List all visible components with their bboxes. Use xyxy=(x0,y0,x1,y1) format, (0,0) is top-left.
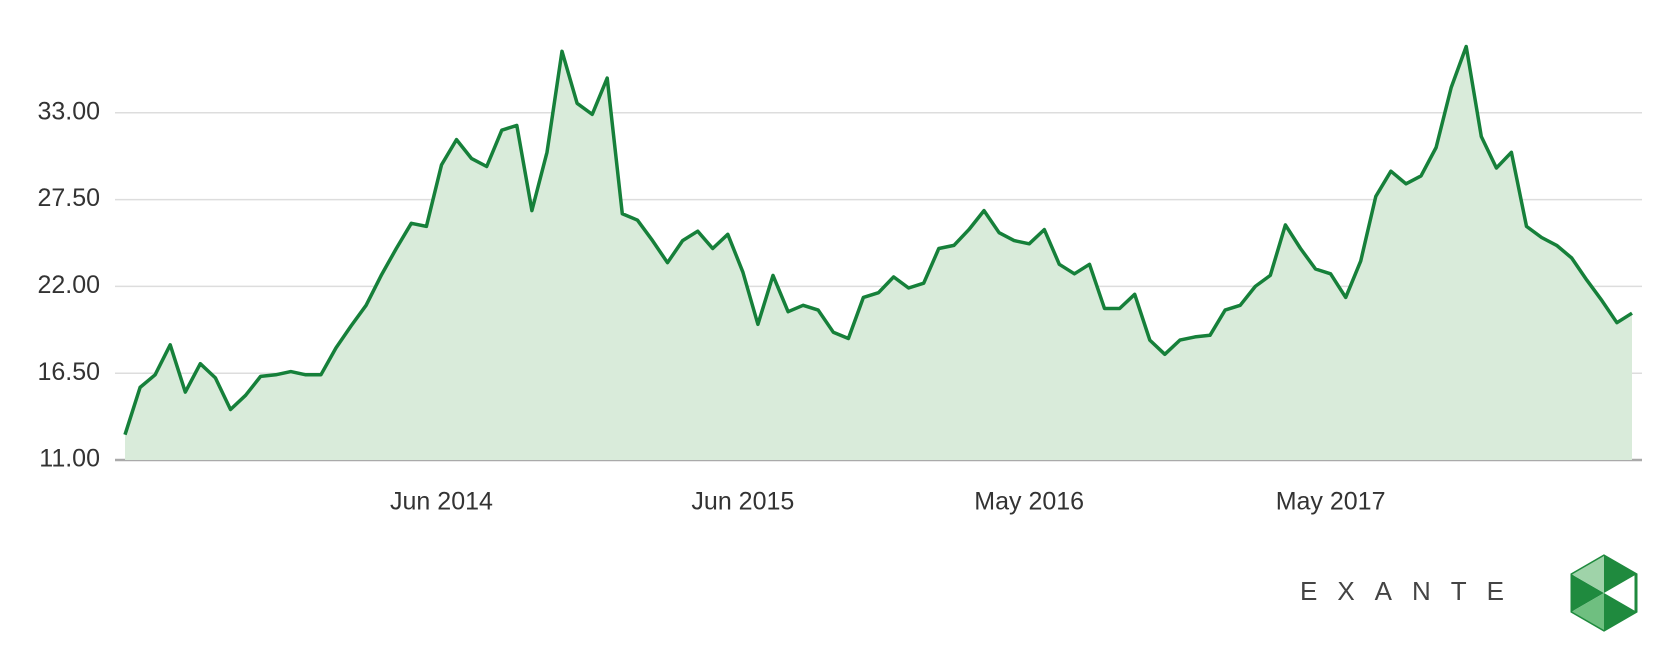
y-tick-label: 11.00 xyxy=(39,445,100,473)
brand-name: EXANTE xyxy=(1300,576,1524,606)
y-tick-label: 33.00 xyxy=(37,97,100,125)
x-tick-label: May 2016 xyxy=(974,488,1084,516)
x-tick-label: Jun 2015 xyxy=(691,488,794,516)
y-tick-label: 22.00 xyxy=(37,271,100,299)
labels: 11.00 16.50 22.00 27.50 33.00 Jun 2014 Jun 201… xyxy=(37,97,1385,515)
price-line xyxy=(123,44,1633,436)
y-tick-label: 16.50 xyxy=(37,358,100,386)
plot xyxy=(123,44,1633,460)
x-tick-label: Jun 2014 xyxy=(390,488,493,516)
x-tick-label: May 2017 xyxy=(1276,488,1386,516)
area-fill xyxy=(125,46,1632,460)
brand-logo xyxy=(1570,554,1638,632)
y-tick-label: 27.50 xyxy=(37,184,100,212)
